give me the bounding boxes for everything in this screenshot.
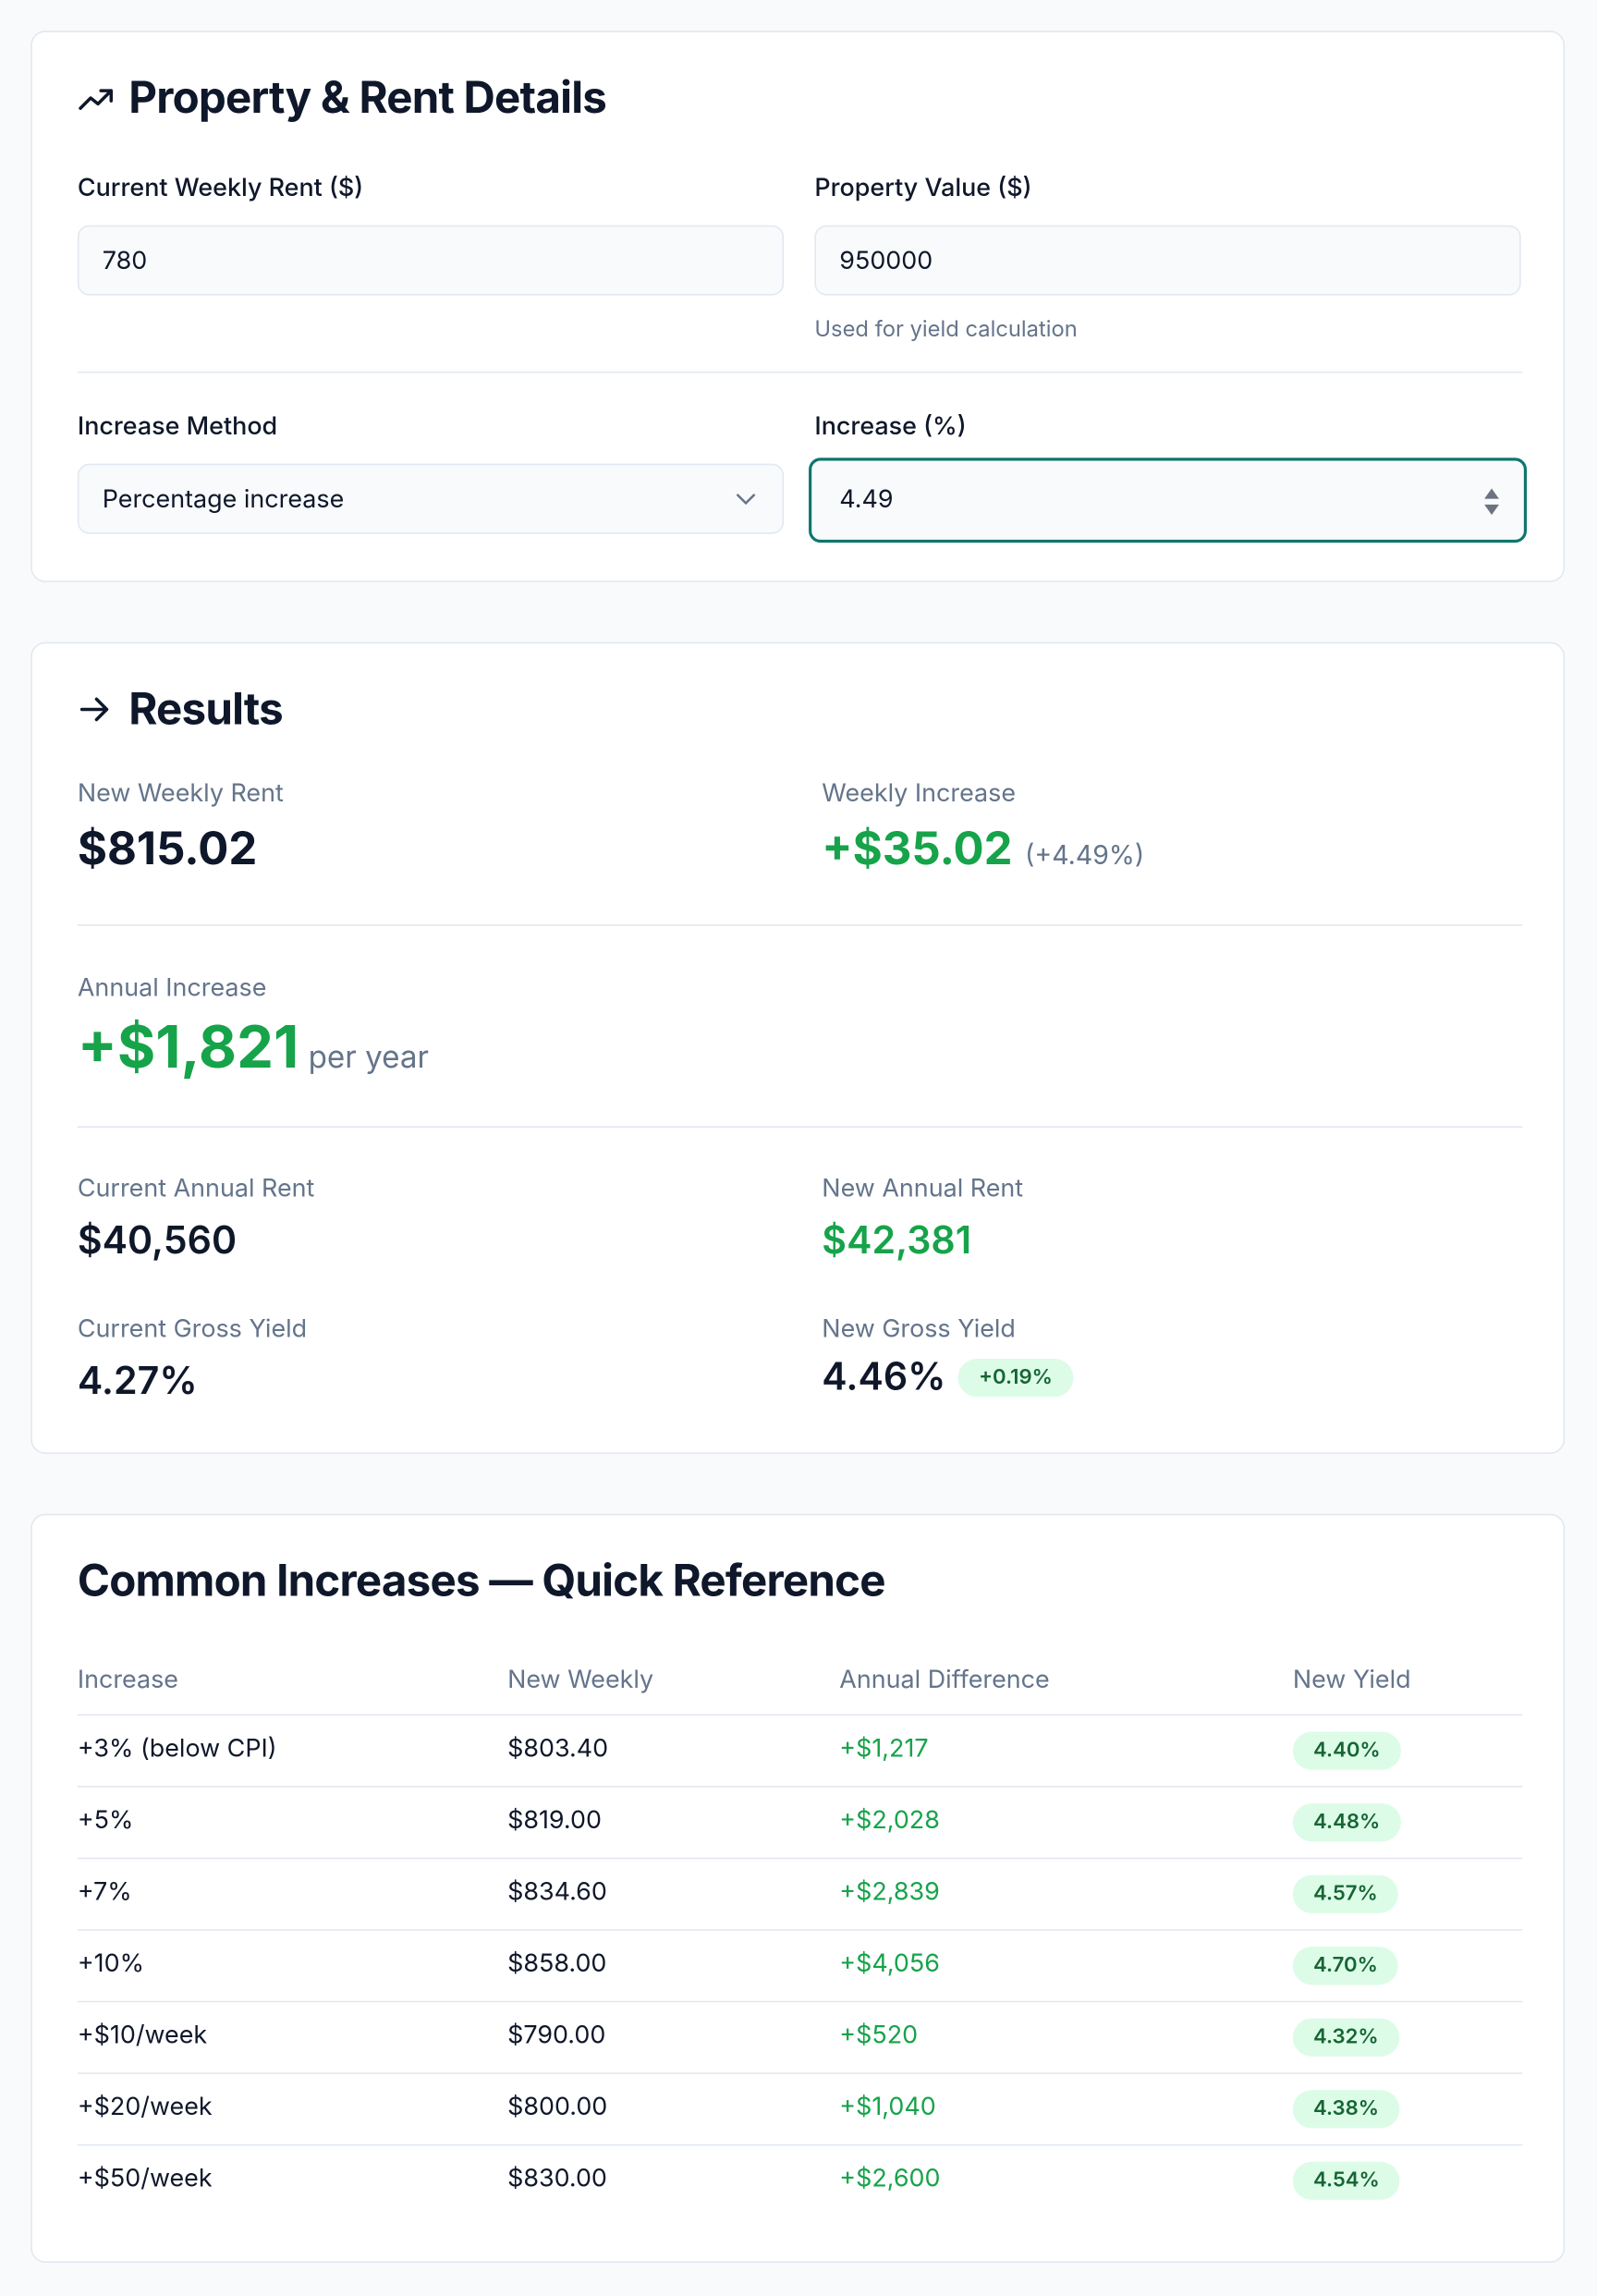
chevron-icon: [736, 493, 756, 506]
yield-badge: 4.32%: [1292, 2018, 1399, 2057]
table-cell: +$4,056: [839, 1949, 940, 1979]
table-cell: +$20/week: [77, 2093, 213, 2123]
table-cell: +$1,217: [839, 1734, 929, 1765]
divider: [77, 1126, 1523, 1129]
table-cell: $800.00: [507, 2093, 608, 2123]
table-cell: +$2,839: [839, 1877, 940, 1908]
table-cell: $858.00: [507, 1949, 607, 1979]
card-title: Results: [128, 682, 283, 736]
select-value: Percentage increase: [102, 485, 345, 516]
field-label: Increase (%): [814, 412, 967, 442]
reference-card: Common Increases — Quick Reference Incre…: [30, 1513, 1566, 2263]
spinner-icon: [1484, 488, 1499, 516]
table-cell: +7%: [77, 1877, 132, 1908]
result-unit: per year: [308, 1040, 430, 1077]
table-cell: +5%: [77, 1806, 134, 1836]
divider: [77, 371, 1523, 373]
divider: [77, 924, 1523, 926]
result-group: +$35.02 (+4.49%): [822, 826, 1144, 872]
table-cell: $803.40: [507, 1734, 609, 1765]
card-title: Property & Rent Details: [128, 71, 607, 125]
column-header: New Weekly: [507, 1666, 654, 1696]
increase-input[interactable]: 4.49: [809, 458, 1528, 543]
row-rule: [77, 2143, 1523, 2146]
result-label: New Weekly Rent: [77, 779, 284, 810]
header-rule: [77, 1714, 1523, 1716]
table-cell: $790.00: [507, 2021, 606, 2051]
result-label: Current Annual Rent: [77, 1174, 315, 1204]
table-cell: +$50/week: [77, 2164, 213, 2194]
yield-badge: 4.40%: [1292, 1731, 1401, 1770]
row-rule: [77, 2000, 1523, 2003]
result-group: +$1,821 per year: [78, 1018, 429, 1076]
row-rule: [77, 1857, 1523, 1860]
table-cell: +$2,028: [839, 1806, 940, 1836]
row-rule: [77, 1929, 1523, 1931]
table-cell: $830.00: [507, 2164, 607, 2194]
field-hint: Used for yield calculation: [814, 314, 1078, 343]
yield-badge: 4.70%: [1292, 1947, 1399, 1985]
result-value: +$1,821: [77, 1010, 299, 1082]
field-label: Property Value ($): [814, 174, 1032, 203]
table-cell: $834.60: [507, 1877, 607, 1908]
result-label: Current Gross Yield: [77, 1314, 308, 1345]
field-label: Increase Method: [77, 412, 278, 442]
result-group: 4.46% +0.19%: [822, 1358, 1074, 1398]
column-header: New Yield: [1292, 1666, 1411, 1696]
table-cell: $819.00: [507, 1806, 602, 1836]
trend-icon: [79, 89, 114, 110]
input-value: 4.49: [839, 485, 894, 516]
column-header: Increase: [77, 1666, 178, 1696]
details-card: Property & Rent Details Current Weekly R…: [30, 31, 1566, 582]
result-label: New Annual Rent: [822, 1174, 1024, 1204]
table-cell: +$520: [839, 2021, 919, 2051]
table-cell: +$2,600: [839, 2164, 941, 2194]
column-header: Annual Difference: [839, 1666, 1050, 1696]
result-label: Annual Increase: [77, 973, 267, 1004]
result-value: $815.02: [77, 822, 258, 876]
card-title: Common Increases — Quick Reference: [77, 1555, 886, 1608]
increase-method-select[interactable]: Percentage increase: [77, 463, 785, 534]
yield-badge: 4.54%: [1292, 2161, 1400, 2200]
result-label: New Gross Yield: [822, 1314, 1016, 1345]
table-cell: +10%: [77, 1949, 145, 1979]
table-cell: +$1,040: [839, 2093, 936, 2123]
result-value: $42,381: [822, 1218, 972, 1264]
results-card: Results New Weekly Rent $815.02 Weekly I…: [30, 641, 1566, 1454]
result-value: 4.27%: [77, 1359, 198, 1405]
row-rule: [77, 1786, 1523, 1788]
yield-badge: +0.19%: [957, 1359, 1074, 1398]
yield-badge: 4.38%: [1292, 2090, 1400, 2129]
result-label: Weekly Increase: [822, 779, 1017, 810]
yield-badge: 4.57%: [1292, 1875, 1398, 1913]
result-value: +$35.02: [822, 822, 1013, 876]
result-note: (+4.49%): [1024, 840, 1145, 873]
yield-badge: 4.48%: [1292, 1803, 1401, 1842]
result-value: 4.46%: [822, 1354, 946, 1400]
table-cell: +$10/week: [77, 2021, 208, 2051]
result-value: $40,560: [77, 1218, 238, 1264]
row-rule: [77, 2072, 1523, 2074]
weekly-rent-input[interactable]: 780: [77, 225, 785, 296]
field-label: Current Weekly Rent ($): [77, 174, 364, 203]
table-cell: +3% (below CPI): [77, 1734, 277, 1765]
property-value-input[interactable]: 950000: [814, 225, 1521, 296]
arrow-icon: [79, 697, 109, 722]
